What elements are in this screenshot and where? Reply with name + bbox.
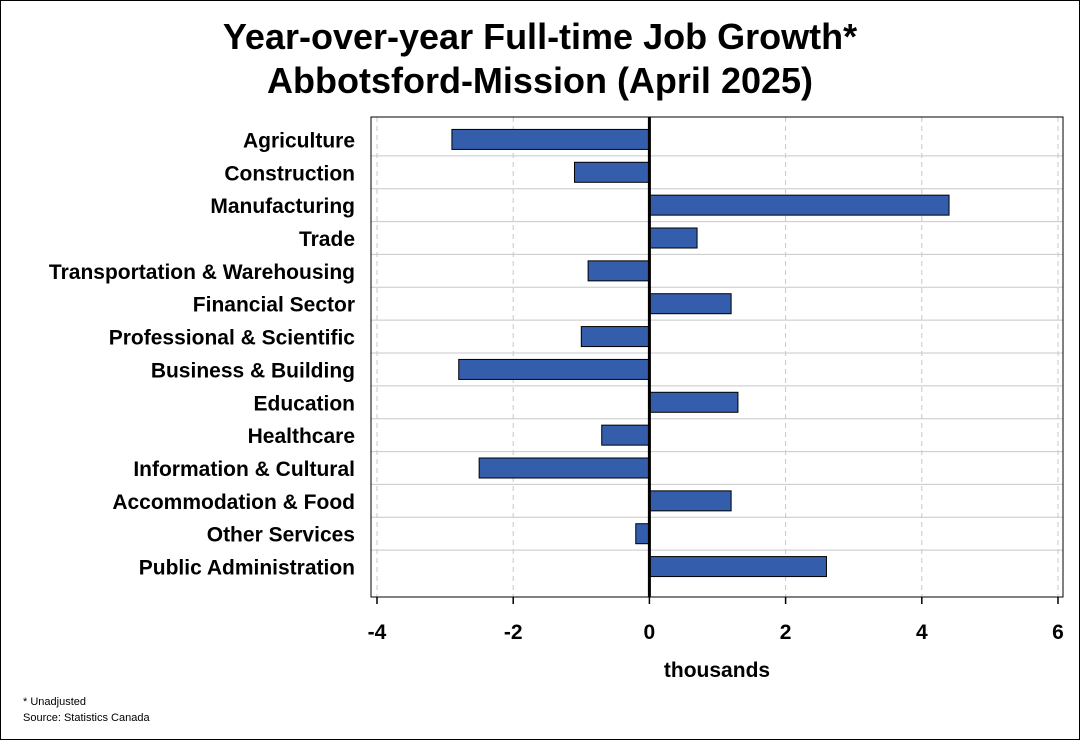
chart-title-line-1: Year-over-year Full-time Job Growth*: [222, 16, 858, 57]
category-label: Education: [253, 392, 355, 415]
x-tick-label: 6: [1052, 621, 1064, 644]
bar-6: [580, 326, 650, 348]
bar-8: [648, 391, 739, 413]
category-label: Professional & Scientific: [109, 327, 356, 350]
category-label: Transportation & Warehousing: [49, 261, 355, 284]
x-tick-label: 2: [780, 621, 792, 644]
x-tick-label: -2: [504, 621, 523, 644]
category-label: Manufacturing: [210, 195, 355, 218]
bar-0: [451, 128, 650, 150]
grid-lines: [371, 117, 1063, 597]
bar-3: [648, 227, 698, 249]
footnote-source: Source: Statistics Canada: [23, 712, 150, 724]
category-label: Financial Sector: [193, 294, 355, 317]
bar-12: [635, 523, 650, 545]
category-label: Business & Building: [151, 359, 355, 382]
footnote-unadjusted: * Unadjusted: [23, 696, 86, 708]
category-label: Public Administration: [139, 557, 355, 580]
x-tick-label: 0: [644, 621, 656, 644]
chart-title-line-2: Abbotsford-Mission (April 2025): [266, 60, 814, 101]
axes: [370, 116, 1064, 604]
bar-2: [648, 194, 950, 216]
bar-7: [458, 358, 650, 380]
bar-9: [601, 424, 650, 446]
category-label: Construction: [224, 162, 355, 185]
category-label: Other Services: [207, 524, 355, 547]
bar-4: [587, 260, 650, 282]
plot-border: [370, 116, 1064, 598]
x-tick-label: 4: [916, 621, 928, 644]
chart-title: Year-over-year Full-time Job Growth* Abb…: [1, 15, 1079, 103]
category-label: Trade: [299, 228, 355, 251]
labels: Agriculture Construction Manufacturing Trad…: [49, 129, 1064, 682]
bar-11: [648, 490, 732, 512]
bar-5: [648, 293, 732, 315]
bar-1: [573, 161, 650, 183]
category-label: Information & Cultural: [133, 458, 355, 481]
category-label: Agriculture: [243, 129, 355, 152]
category-label: Healthcare: [248, 425, 355, 448]
x-axis-title: thousands: [664, 659, 770, 682]
category-label: Accommodation & Food: [112, 491, 355, 514]
bar-13: [648, 556, 827, 578]
bar-10: [478, 457, 650, 479]
x-tick-label: -4: [368, 621, 387, 644]
